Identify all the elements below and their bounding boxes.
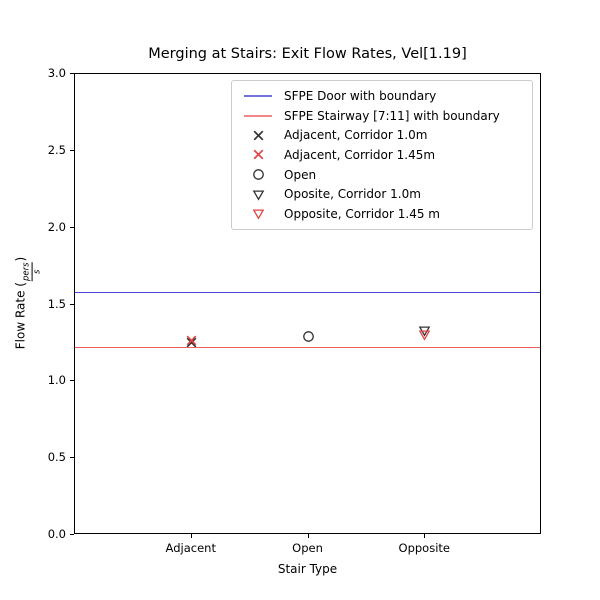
y-axis-label-prefix: Flow Rate ( [13,282,28,350]
y-tick-label: 0.5 [47,450,66,465]
legend-label: Open [284,167,317,182]
y-tick-mark [70,226,74,228]
legend-label: SFPE Stairway [7:11] with boundary [284,108,500,123]
legend-circle-icon [239,168,277,181]
y-axis-label-suffix: ) [13,256,28,262]
x-axis-label: Stair Type [277,562,338,576]
scatter-marker [185,334,198,347]
chart-title: Merging at Stairs: Exit Flow Rates, Vel[… [148,46,467,62]
legend-x-icon [239,148,277,161]
x-tick-mark [307,534,309,538]
x-tick-mark [190,534,192,538]
x-tick-label: Adjacent [165,541,216,555]
legend-triangle-down-icon [239,188,277,201]
x-tick-label: Open [292,541,323,555]
scatter-marker [185,336,198,349]
legend: SFPE Door with boundary SFPE Stairway [7:… [231,80,533,230]
y-tick-mark [70,303,74,305]
legend-label: SFPE Door with boundary [284,88,437,103]
pers-per-s-fraction: pers s [21,262,43,282]
legend-line-swatch [239,111,277,121]
legend-line-swatch [239,91,277,101]
legend-label: Opposite, Corridor 1.45 m [284,206,440,221]
x-tick-mark [424,534,426,538]
reference-line [75,291,540,293]
legend-item: SFPE Door with boundary [239,86,525,106]
y-tick-mark [70,149,74,151]
y-tick-label: 1.5 [47,296,66,311]
y-tick-label: 2.5 [47,142,66,157]
reference-line [75,346,540,348]
y-tick-mark [70,380,74,382]
scatter-marker [302,330,315,343]
y-tick-mark [70,73,74,74]
y-tick-label: 1.0 [47,373,66,388]
legend-label: Adjacent, Corridor 1.45m [284,147,436,162]
y-tick-mark [70,457,74,459]
fraction-denominator: s [32,269,43,274]
y-tick-label: 3.0 [47,66,66,80]
y-tick-mark [70,534,74,535]
scatter-marker [418,328,431,341]
legend-item: Oposite, Corridor 1.0m [239,184,525,204]
legend-item: SFPE Stairway [7:11] with boundary [239,106,525,126]
legend-x-icon [239,129,277,142]
fraction-numerator: pers [21,262,32,282]
legend-label: Adjacent, Corridor 1.0m [284,128,428,143]
legend-item: Adjacent, Corridor 1.0m [239,125,525,145]
legend-item: Adjacent, Corridor 1.45m [239,145,525,165]
x-tick-label: Opposite [398,541,450,555]
legend-item: Open [239,165,525,185]
y-tick-label: 0.0 [47,527,66,541]
legend-triangle-down-icon [239,207,277,221]
legend-label: Oposite, Corridor 1.0m [284,187,421,202]
legend-item: Opposite, Corridor 1.45 m [239,204,525,224]
y-tick-label: 2.0 [47,219,66,234]
